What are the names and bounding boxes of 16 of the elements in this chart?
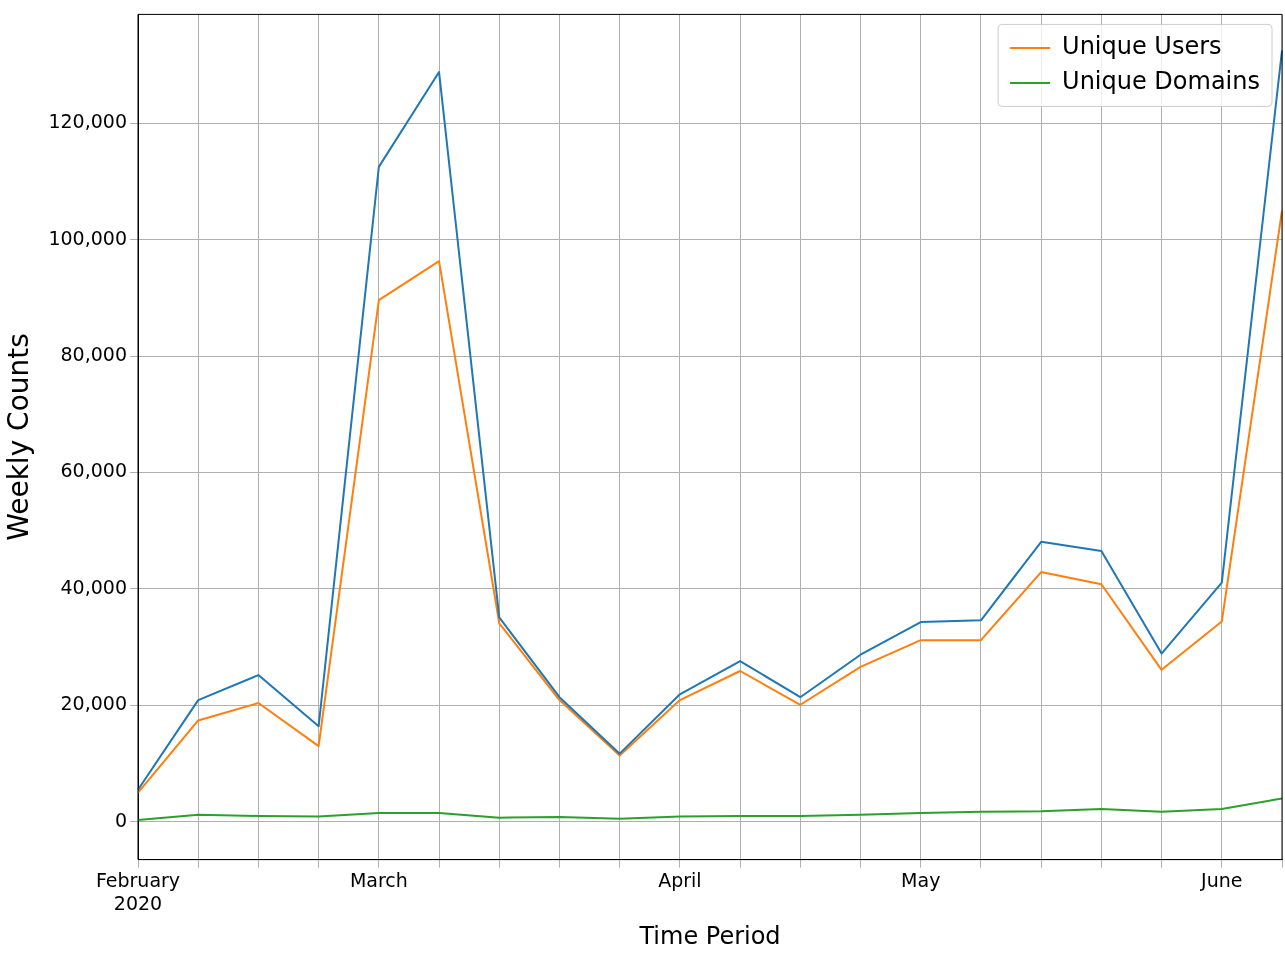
y-axis-title: Weekly Counts	[2, 333, 36, 541]
x-tick-label: February 2020	[95, 868, 181, 914]
y-tick-label: 60,000	[60, 459, 127, 482]
x-tick-label: March	[349, 868, 408, 891]
y-tick-label: 0	[114, 808, 127, 831]
y-tick-label: 120,000	[48, 110, 127, 133]
x-tick-label: June	[1200, 868, 1243, 891]
y-tick-label: 100,000	[48, 226, 127, 249]
y-tick-label: 80,000	[60, 343, 127, 366]
y-tick-label: 40,000	[60, 575, 127, 598]
legend-label: Unique Domains	[1062, 67, 1260, 96]
x-tick-label: April	[658, 868, 702, 891]
x-tick-label: May	[901, 868, 941, 891]
y-tick-label: 20,000	[60, 692, 127, 715]
legend-label: Unique Users	[1062, 32, 1222, 61]
x-axis-title: Time Period	[638, 921, 781, 950]
